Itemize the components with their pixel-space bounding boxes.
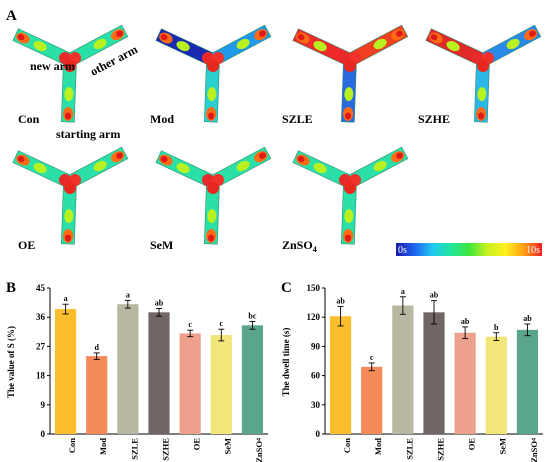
bar — [179, 333, 201, 434]
colorbar-min-label: 0s — [398, 245, 407, 256]
panel-a-letter: A — [6, 8, 17, 24]
bar — [516, 329, 539, 434]
x-tick-label: ZnSO4 — [254, 438, 264, 462]
significance-letter: ab — [430, 291, 439, 300]
maze-heatmap — [155, 24, 272, 123]
maze-heatmap — [292, 24, 409, 123]
maze-heatmap — [12, 146, 129, 245]
x-tick-label: OE — [467, 438, 477, 451]
bar-chart-b: B The value of S (%) 0 9 18 27 36 45 a Con d Mod a… — [6, 280, 268, 462]
maze-heatmap — [155, 146, 272, 245]
maze-group-label: OE — [18, 238, 35, 252]
bar — [54, 309, 77, 434]
maze-arm — [341, 181, 357, 245]
maze-arm — [66, 146, 129, 189]
new-arm-label: new arm — [30, 59, 75, 73]
significance-letter: ab — [523, 314, 532, 323]
bar — [86, 356, 108, 434]
x-tick-label: Con — [67, 438, 77, 453]
maze-arm — [12, 150, 74, 189]
y-tick-label: 45 — [36, 283, 46, 293]
plot-area: 0 9 18 27 36 45 a Con d Mod a SZLE ab SZHE c OE c SeM bc Zn… — [36, 283, 268, 462]
bar — [117, 304, 139, 434]
bar — [329, 316, 352, 434]
maze-arm — [12, 28, 74, 67]
bar — [485, 336, 507, 434]
x-tick-label: Mod — [98, 438, 108, 455]
maze-arm — [61, 59, 77, 123]
bar-chart-c: C The dwell time (s) 0306090120150abConc… — [281, 280, 543, 462]
bar — [210, 335, 232, 434]
maze-arm — [292, 150, 354, 189]
maze-group-label: SeM — [150, 238, 173, 252]
significance-letter: a — [401, 287, 405, 296]
y-tick-label: 0 — [316, 429, 321, 439]
x-tick-label: SZHE — [160, 438, 170, 461]
maze-group-label: SZHE — [418, 112, 450, 126]
bar — [241, 325, 264, 434]
x-tick-label: SZLE — [404, 438, 414, 460]
maze-heatmap — [12, 24, 129, 123]
maze-arm — [209, 146, 272, 189]
significance-letter: c — [220, 319, 224, 328]
bar — [392, 305, 414, 434]
significance-letter: c — [188, 320, 192, 329]
maze-grid: Con Mod SZLE SZHE OE SeM ZnSO4 — [12, 24, 542, 254]
maze-group-label: Con — [18, 112, 40, 126]
maze-arm — [346, 146, 409, 189]
y-tick-label: 0 — [41, 429, 46, 439]
maze-heatmap — [292, 146, 409, 245]
x-tick-label: Con — [342, 438, 352, 453]
y-axis-label: The value of S (%) — [6, 326, 16, 398]
colorbar — [396, 243, 542, 256]
maze-arm — [66, 24, 129, 67]
significance-letter: b — [494, 323, 499, 332]
x-tick-label: OE — [192, 438, 202, 451]
significance-letter: ab — [461, 317, 470, 326]
maze-group-label: Mod — [150, 112, 174, 126]
x-tick-label: Mod — [373, 438, 383, 455]
panel-b-letter: B — [6, 280, 16, 296]
maze-arm — [425, 28, 487, 67]
y-tick-label: 90 — [311, 341, 321, 351]
significance-letter: bc — [248, 311, 256, 320]
significance-letter: ab — [155, 298, 164, 307]
y-axis-label: The dwell time (s) — [281, 328, 291, 397]
x-tick-label: SeM — [223, 438, 233, 455]
significance-letter: d — [94, 343, 99, 352]
plot-area: 0 30 60 90 120 150 ab Con c Mod a SZLE ab SZHE ab OE b Se… — [307, 283, 543, 462]
maze-arm — [479, 24, 542, 67]
maze-arm — [292, 28, 354, 67]
bar — [454, 332, 476, 434]
bar — [423, 312, 445, 434]
significance-letter: a — [64, 294, 68, 303]
x-tick-label: ZnSO4 — [529, 438, 539, 462]
maze-arm — [346, 24, 409, 67]
y-tick-label: 36 — [36, 312, 46, 322]
maze-group-label: SZLE — [282, 112, 313, 126]
x-tick-label: SZHE — [435, 438, 445, 461]
y-tick-label: 9 — [41, 400, 46, 410]
bar — [148, 312, 170, 434]
y-tick-label: 27 — [36, 341, 46, 351]
y-tick-label: 60 — [311, 371, 321, 381]
bar — [361, 366, 383, 434]
y-tick-label: 120 — [307, 312, 321, 322]
x-tick-label: SZLE — [129, 438, 139, 460]
significance-letter: c — [370, 353, 374, 362]
maze-heatmap — [425, 24, 542, 123]
x-tick-label: SeM — [498, 438, 508, 455]
maze-group-label: ZnSO4 — [282, 238, 317, 254]
maze-arm — [341, 59, 357, 123]
colorbar-max-label: 10s — [526, 245, 540, 256]
y-tick-label: 18 — [36, 371, 46, 381]
significance-letter: ab — [336, 296, 345, 305]
y-tick-label: 150 — [307, 283, 321, 293]
y-tick-label: 30 — [311, 400, 321, 410]
significance-letter: a — [126, 290, 130, 299]
starting-arm-label: starting arm — [56, 127, 120, 141]
panel-c-letter: C — [281, 280, 292, 296]
